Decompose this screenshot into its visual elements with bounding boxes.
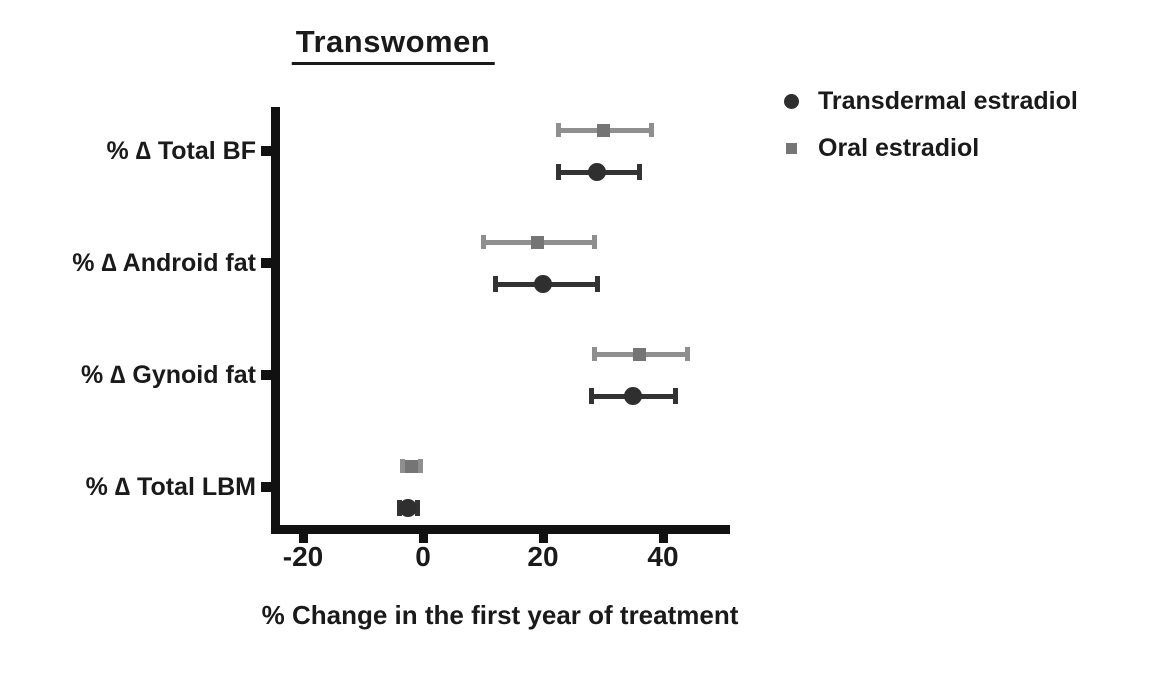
error-bar-cap [648, 123, 654, 137]
error-bar-cap [636, 164, 642, 180]
x-tick-label: 0 [415, 541, 431, 572]
legend-item-oral-estradiol: Oral estradiol [784, 134, 1078, 162]
legend-item-transdermal-estradiol: Transdermal estradiol [784, 87, 1078, 115]
data-point-square [530, 235, 544, 249]
data-point-square [404, 459, 418, 473]
category-label: % ∆ Android fat [72, 249, 256, 277]
data-point-square [632, 347, 646, 361]
error-bar-cap [588, 388, 594, 404]
data-point-circle [588, 163, 606, 181]
x-tick-label: -20 [282, 541, 324, 572]
error-bar-cap [684, 347, 690, 361]
y-tick [261, 482, 271, 492]
y-tick [261, 258, 271, 268]
error-bar-cap [417, 459, 423, 473]
error-bar-cap [672, 388, 678, 404]
category-label: % ∆ Total BF [106, 137, 256, 165]
x-axis-title: % Change in the first year of treatment [261, 600, 739, 630]
error-bar-cap [555, 123, 561, 137]
error-bar-cap [492, 276, 498, 292]
error-bar-cap [480, 235, 486, 249]
category-label: % ∆ Gynoid fat [80, 361, 256, 389]
error-bar-cap [591, 347, 597, 361]
data-point-circle [534, 275, 552, 293]
x-tick [538, 534, 548, 543]
y-axis [271, 107, 280, 534]
error-bar-cap [414, 500, 420, 516]
legend: Transdermal estradiol Oral estradiol [784, 87, 1078, 181]
x-tick [298, 534, 308, 543]
x-tick [418, 534, 428, 543]
legend-label: Oral estradiol [818, 133, 980, 162]
data-point-circle [624, 387, 642, 405]
circle-marker-icon [784, 93, 799, 109]
x-tick-label: 40 [647, 541, 679, 572]
data-point-square [596, 123, 610, 137]
square-marker-icon [786, 142, 797, 154]
y-tick [261, 146, 271, 156]
legend-label: Transdermal estradiol [818, 86, 1078, 115]
category-label: % ∆ Total LBM [85, 473, 256, 501]
error-bar-cap [591, 235, 597, 249]
error-bar-cap [594, 276, 600, 292]
x-tick-label: 20 [527, 541, 559, 572]
chart-title: Transwomen [291, 24, 495, 65]
error-bar-cap [555, 164, 561, 180]
data-point-circle [399, 499, 417, 517]
x-tick [658, 534, 668, 543]
x-axis [271, 525, 730, 534]
y-tick [261, 370, 271, 380]
error-bar-cap [399, 459, 405, 473]
